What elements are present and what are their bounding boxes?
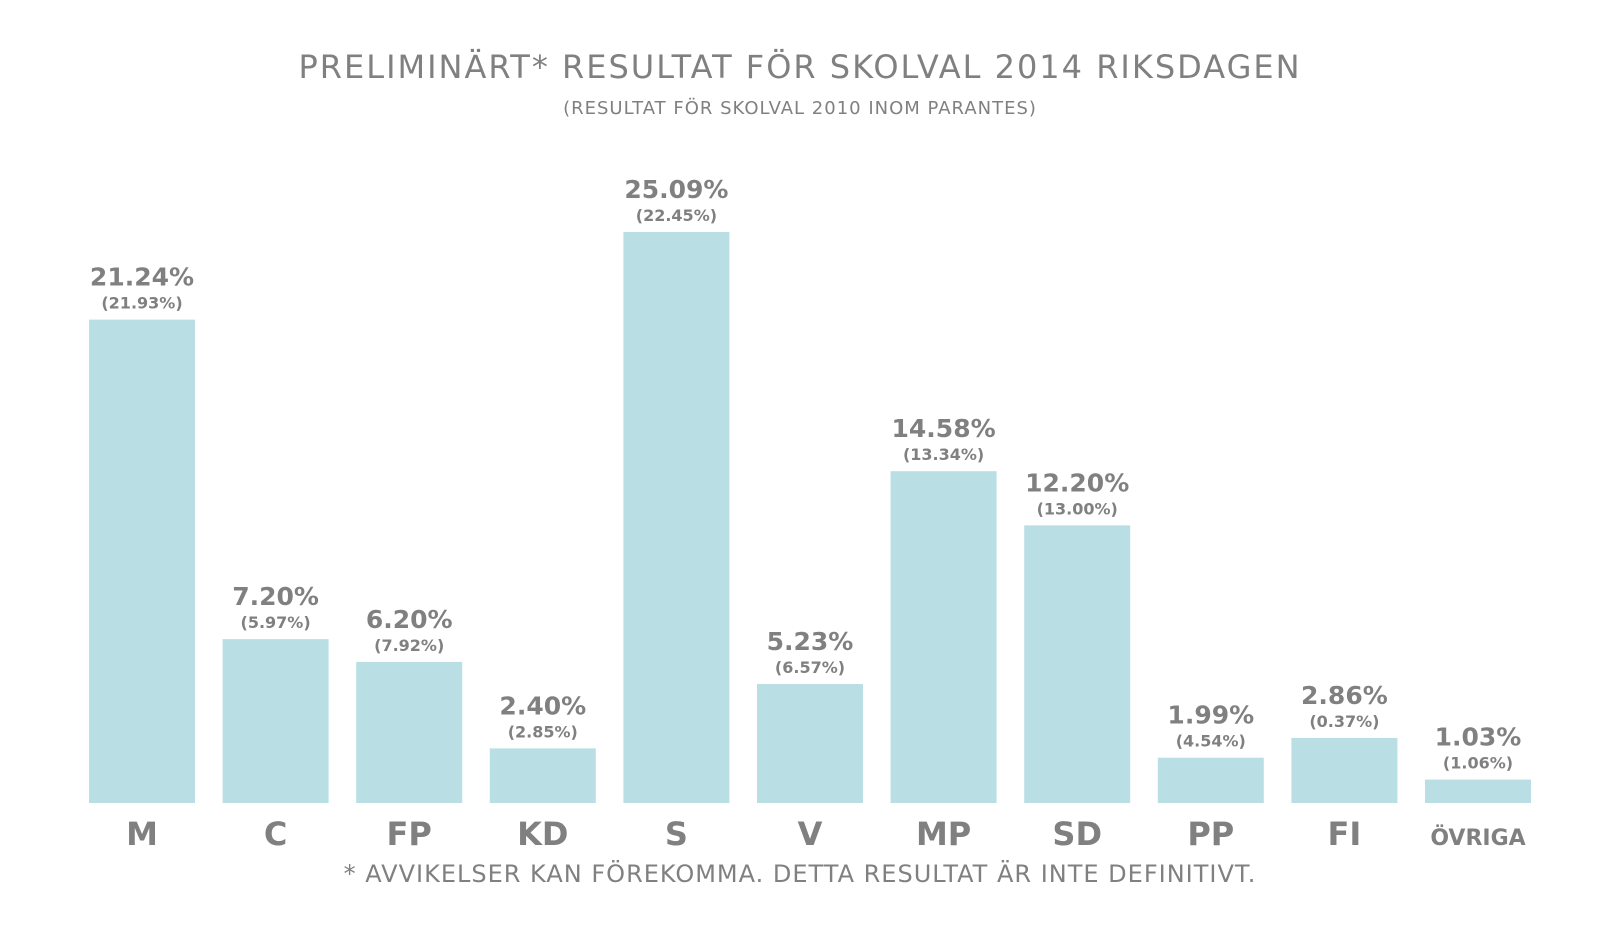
chart-title: PRELIMINÄRT* RESULTAT FÖR SKOLVAL 2014 R… <box>298 48 1302 86</box>
category-label-v: V <box>798 815 823 853</box>
category-label-pp: PP <box>1187 815 1234 853</box>
labels-group: 21.24% (21.93%) M 7.20% (5.97%) C 6.20% (7.92%)… <box>90 175 1526 853</box>
category-label-sd: SD <box>1052 815 1102 853</box>
value-label-kd: 2.40% <box>499 691 586 720</box>
bar-kd <box>489 748 596 803</box>
previous-label-c: (5.97%) <box>241 613 311 632</box>
previous-label-mp: (13.34%) <box>903 445 984 464</box>
bar-m <box>89 319 195 803</box>
chart-subtitle: (RESULTAT FÖR SKOLVAL 2010 INOM PARANTES… <box>563 98 1037 119</box>
bar-c <box>222 639 329 803</box>
value-label-v: 5.23% <box>767 627 854 656</box>
bar-sd <box>1024 525 1131 803</box>
bar-s <box>623 232 730 803</box>
value-label-fi: 2.86% <box>1301 681 1388 710</box>
value-label-fp: 6.20% <box>366 605 453 634</box>
previous-label-fp: (7.92%) <box>374 636 444 655</box>
previous-label-pp: (4.54%) <box>1176 732 1246 751</box>
value-label-mp: 14.58% <box>892 414 996 443</box>
bar-mp <box>890 471 997 803</box>
category-label-m: M <box>126 815 158 853</box>
category-label-övriga: ÖVRIGA <box>1430 825 1525 851</box>
bar-fp <box>356 661 463 803</box>
chart-footnote: * AVVIKELSER KAN FÖREKOMMA. DETTA RESULT… <box>343 860 1257 888</box>
category-label-fp: FP <box>387 815 432 853</box>
value-label-pp: 1.99% <box>1167 701 1254 730</box>
value-label-sd: 12.20% <box>1025 468 1129 497</box>
bar-v <box>757 683 863 803</box>
previous-label-fi: (0.37%) <box>1309 712 1379 731</box>
category-label-kd: KD <box>517 815 568 853</box>
category-label-s: S <box>665 815 688 853</box>
previous-label-kd: (2.85%) <box>508 722 578 741</box>
bar-fi <box>1291 737 1398 803</box>
value-label-s: 25.09% <box>624 175 728 204</box>
bar-pp <box>1157 757 1264 803</box>
previous-label-s: (22.45%) <box>636 206 717 225</box>
previous-label-övriga: (1.06%) <box>1443 754 1513 773</box>
category-label-mp: MP <box>916 815 971 853</box>
category-label-c: C <box>264 815 287 853</box>
value-label-övriga: 1.03% <box>1435 723 1522 752</box>
bars-group <box>89 232 1531 803</box>
value-label-c: 7.20% <box>232 582 319 611</box>
category-label-fi: FI <box>1328 815 1362 853</box>
previous-label-v: (6.57%) <box>775 658 845 677</box>
previous-label-sd: (13.00%) <box>1037 499 1118 518</box>
bar-övriga <box>1425 779 1531 803</box>
previous-label-m: (21.93%) <box>101 294 182 313</box>
value-label-m: 21.24% <box>90 263 194 292</box>
